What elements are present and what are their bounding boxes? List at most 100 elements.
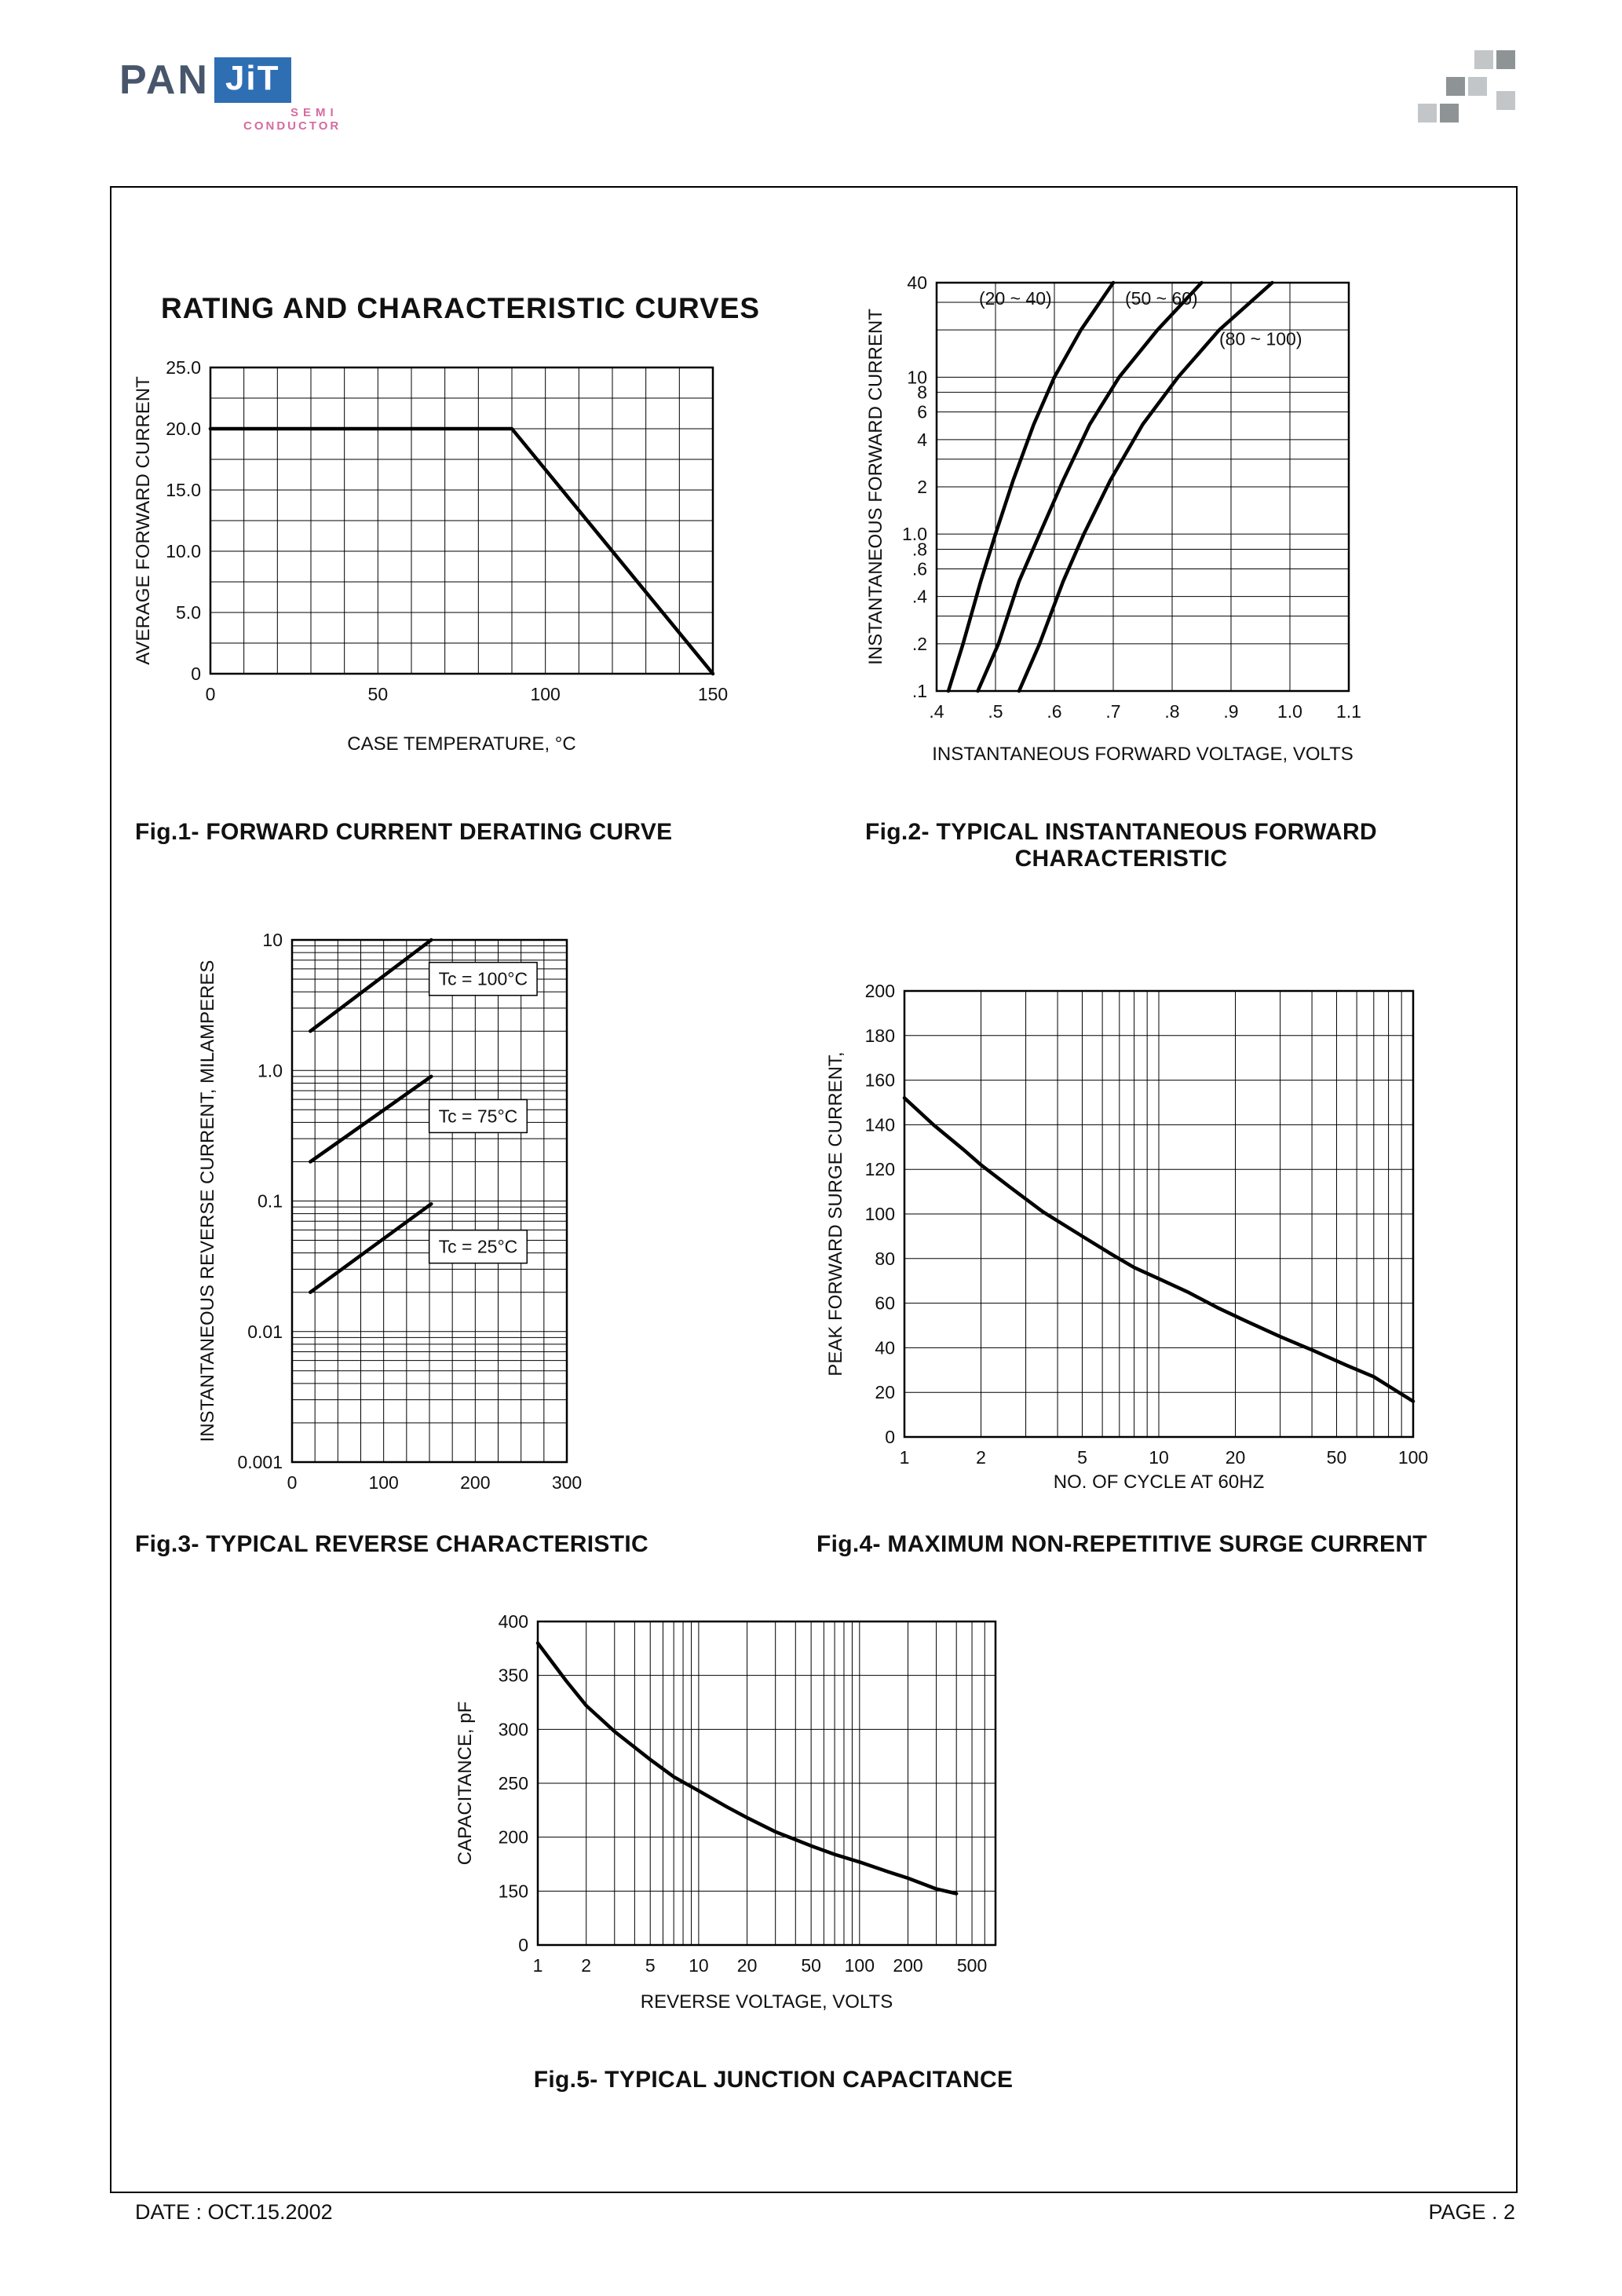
svg-text:300: 300 <box>552 1472 582 1493</box>
svg-text:.7: .7 <box>1105 701 1120 722</box>
svg-text:100: 100 <box>845 1955 875 1976</box>
decor-square <box>1496 91 1515 110</box>
svg-text:.4: .4 <box>929 701 944 722</box>
svg-text:4: 4 <box>917 430 927 450</box>
svg-text:(80 ~ 100): (80 ~ 100) <box>1219 329 1302 349</box>
svg-text:1.0: 1.0 <box>1277 701 1302 722</box>
fig2-instantaneous-forward-chart: .4.5.6.7.8.9 1.0 1.1401086421.0.8.6.4.2.1I… <box>865 272 1361 765</box>
fig1-caption: Fig.1- FORWARD CURRENT DERATING CURVE <box>135 819 673 845</box>
svg-text:Tc = 75°C: Tc = 75°C <box>439 1106 518 1126</box>
svg-text:INSTANTANEOUS FORWARD VOLTAGE,: INSTANTANEOUS FORWARD VOLTAGE, VOLTS <box>932 744 1353 765</box>
svg-text:0: 0 <box>287 1472 298 1493</box>
svg-text:50: 50 <box>368 684 389 704</box>
decor-square <box>1418 104 1437 122</box>
svg-text:15.0: 15.0 <box>166 480 201 500</box>
svg-text:500: 500 <box>957 1955 987 1976</box>
footer-page-number: PAGE . 2 <box>1428 2200 1515 2224</box>
svg-text:80: 80 <box>875 1249 895 1269</box>
svg-text:300: 300 <box>499 1719 528 1739</box>
svg-text:20: 20 <box>875 1382 895 1402</box>
decor-square <box>1446 77 1465 96</box>
logo-conductor-text: CONDUCTOR <box>243 119 342 133</box>
fig5-caption: Fig.5- TYPICAL JUNCTION CAPACITANCE <box>533 2067 1014 2093</box>
svg-text:.4: .4 <box>912 587 927 607</box>
svg-text:10: 10 <box>907 367 927 387</box>
fig3-reverse-characteristic-chart: 0 100 200 300 10 1.0 0.1 0.01 0.001 INSTANTANEOUS… <box>197 930 582 1493</box>
svg-text:150: 150 <box>499 1881 528 1901</box>
fig1-forward-current-derating-chart: 0 50 100 150 0 5.0 10.0 15.0 20.0 25.0 CASE TEMPER… <box>133 357 728 755</box>
svg-text:100: 100 <box>1398 1447 1428 1468</box>
decor-square <box>1474 50 1493 69</box>
svg-text:.8: .8 <box>912 539 927 560</box>
svg-text:AVERAGE FORWARD CURRENT: AVERAGE FORWARD CURRENT <box>133 376 154 665</box>
svg-text:20: 20 <box>737 1955 758 1976</box>
svg-text:.6: .6 <box>912 558 927 579</box>
svg-text:.9: .9 <box>1223 701 1238 722</box>
svg-text:100: 100 <box>865 1204 895 1224</box>
svg-text:.5: .5 <box>988 701 1003 722</box>
svg-text:150: 150 <box>698 684 728 704</box>
fig4-caption: Fig.4- MAXIMUM NON-REPETITIVE SURGE CURR… <box>816 1531 1427 1557</box>
svg-text:50: 50 <box>1327 1447 1347 1468</box>
svg-text:100: 100 <box>530 684 560 704</box>
svg-text:0: 0 <box>206 684 216 704</box>
svg-text:NO. OF CYCLE AT 60HZ: NO. OF CYCLE AT 60HZ <box>1054 1472 1265 1493</box>
svg-text:PEAK FORWARD SURGE CURRENT,: PEAK FORWARD SURGE CURRENT, <box>825 1051 846 1376</box>
svg-text:Tc = 100°C: Tc = 100°C <box>439 969 528 989</box>
logo-wordmark: PAN JiT <box>119 57 341 104</box>
svg-text:0: 0 <box>191 664 201 684</box>
svg-text:20: 20 <box>1226 1447 1246 1468</box>
fig4-surge-current-chart: 1 2 5 10 20 50 100 0 20 40 60 80 100 120 140 160 180 200 N… <box>825 981 1428 1493</box>
svg-text:1.1: 1.1 <box>1336 701 1361 722</box>
svg-text:5: 5 <box>1077 1447 1087 1468</box>
svg-text:160: 160 <box>865 1070 895 1091</box>
svg-text:120: 120 <box>865 1159 895 1179</box>
decor-square <box>1496 50 1515 69</box>
svg-text:1.0: 1.0 <box>902 524 927 544</box>
svg-text:200: 200 <box>499 1827 528 1848</box>
svg-text:8: 8 <box>917 382 927 403</box>
svg-text:50: 50 <box>801 1955 821 1976</box>
svg-text:5.0: 5.0 <box>176 602 201 623</box>
svg-text:CASE TEMPERATURE, °C: CASE TEMPERATURE, °C <box>347 733 575 755</box>
svg-text:.1: .1 <box>912 681 927 701</box>
svg-text:INSTANTANEOUS REVERSE CURRENT,: INSTANTANEOUS REVERSE CURRENT, MILAMPERE… <box>197 960 218 1442</box>
svg-text:2: 2 <box>917 477 927 497</box>
svg-text:200: 200 <box>893 1955 922 1976</box>
svg-text:25.0: 25.0 <box>166 357 201 378</box>
svg-text:CAPACITANCE, pF: CAPACITANCE, pF <box>455 1702 476 1865</box>
svg-text:180: 180 <box>865 1026 895 1046</box>
fig2-caption: Fig.2- TYPICAL INSTANTANEOUS FORWARD CHA… <box>865 819 1377 872</box>
svg-text:20.0: 20.0 <box>166 419 201 439</box>
svg-text:.6: .6 <box>1047 701 1061 722</box>
footer-date: DATE : OCT.15.2002 <box>135 2200 333 2224</box>
logo-semi-text: SEMI <box>290 106 338 119</box>
svg-text:400: 400 <box>499 1611 528 1632</box>
svg-text:Tc = 25°C: Tc = 25°C <box>439 1237 518 1257</box>
svg-text:0.1: 0.1 <box>258 1191 283 1212</box>
svg-text:10: 10 <box>262 930 283 950</box>
svg-text:350: 350 <box>499 1665 528 1686</box>
svg-text:.8: .8 <box>1164 701 1179 722</box>
svg-text:0.01: 0.01 <box>247 1322 283 1342</box>
svg-text:5: 5 <box>645 1955 656 1976</box>
svg-text:40: 40 <box>907 272 927 293</box>
svg-text:10: 10 <box>689 1955 709 1976</box>
svg-text:2: 2 <box>976 1447 986 1468</box>
svg-text:10.0: 10.0 <box>166 541 201 561</box>
svg-text:200: 200 <box>460 1472 490 1493</box>
svg-text:.2: .2 <box>912 634 927 654</box>
svg-text:1: 1 <box>900 1447 910 1468</box>
decor-pixels <box>1418 50 1536 144</box>
svg-text:1.0: 1.0 <box>258 1060 283 1080</box>
svg-text:0: 0 <box>885 1427 895 1447</box>
svg-text:100: 100 <box>368 1472 398 1493</box>
svg-text:1: 1 <box>533 1955 543 1976</box>
svg-text:(50 ~ 60): (50 ~ 60) <box>1125 288 1198 309</box>
svg-text:60: 60 <box>875 1293 895 1314</box>
decor-square <box>1468 77 1487 96</box>
svg-text:0: 0 <box>518 1935 528 1955</box>
logo-pan-text: PAN <box>119 57 210 103</box>
svg-text:140: 140 <box>865 1114 895 1135</box>
